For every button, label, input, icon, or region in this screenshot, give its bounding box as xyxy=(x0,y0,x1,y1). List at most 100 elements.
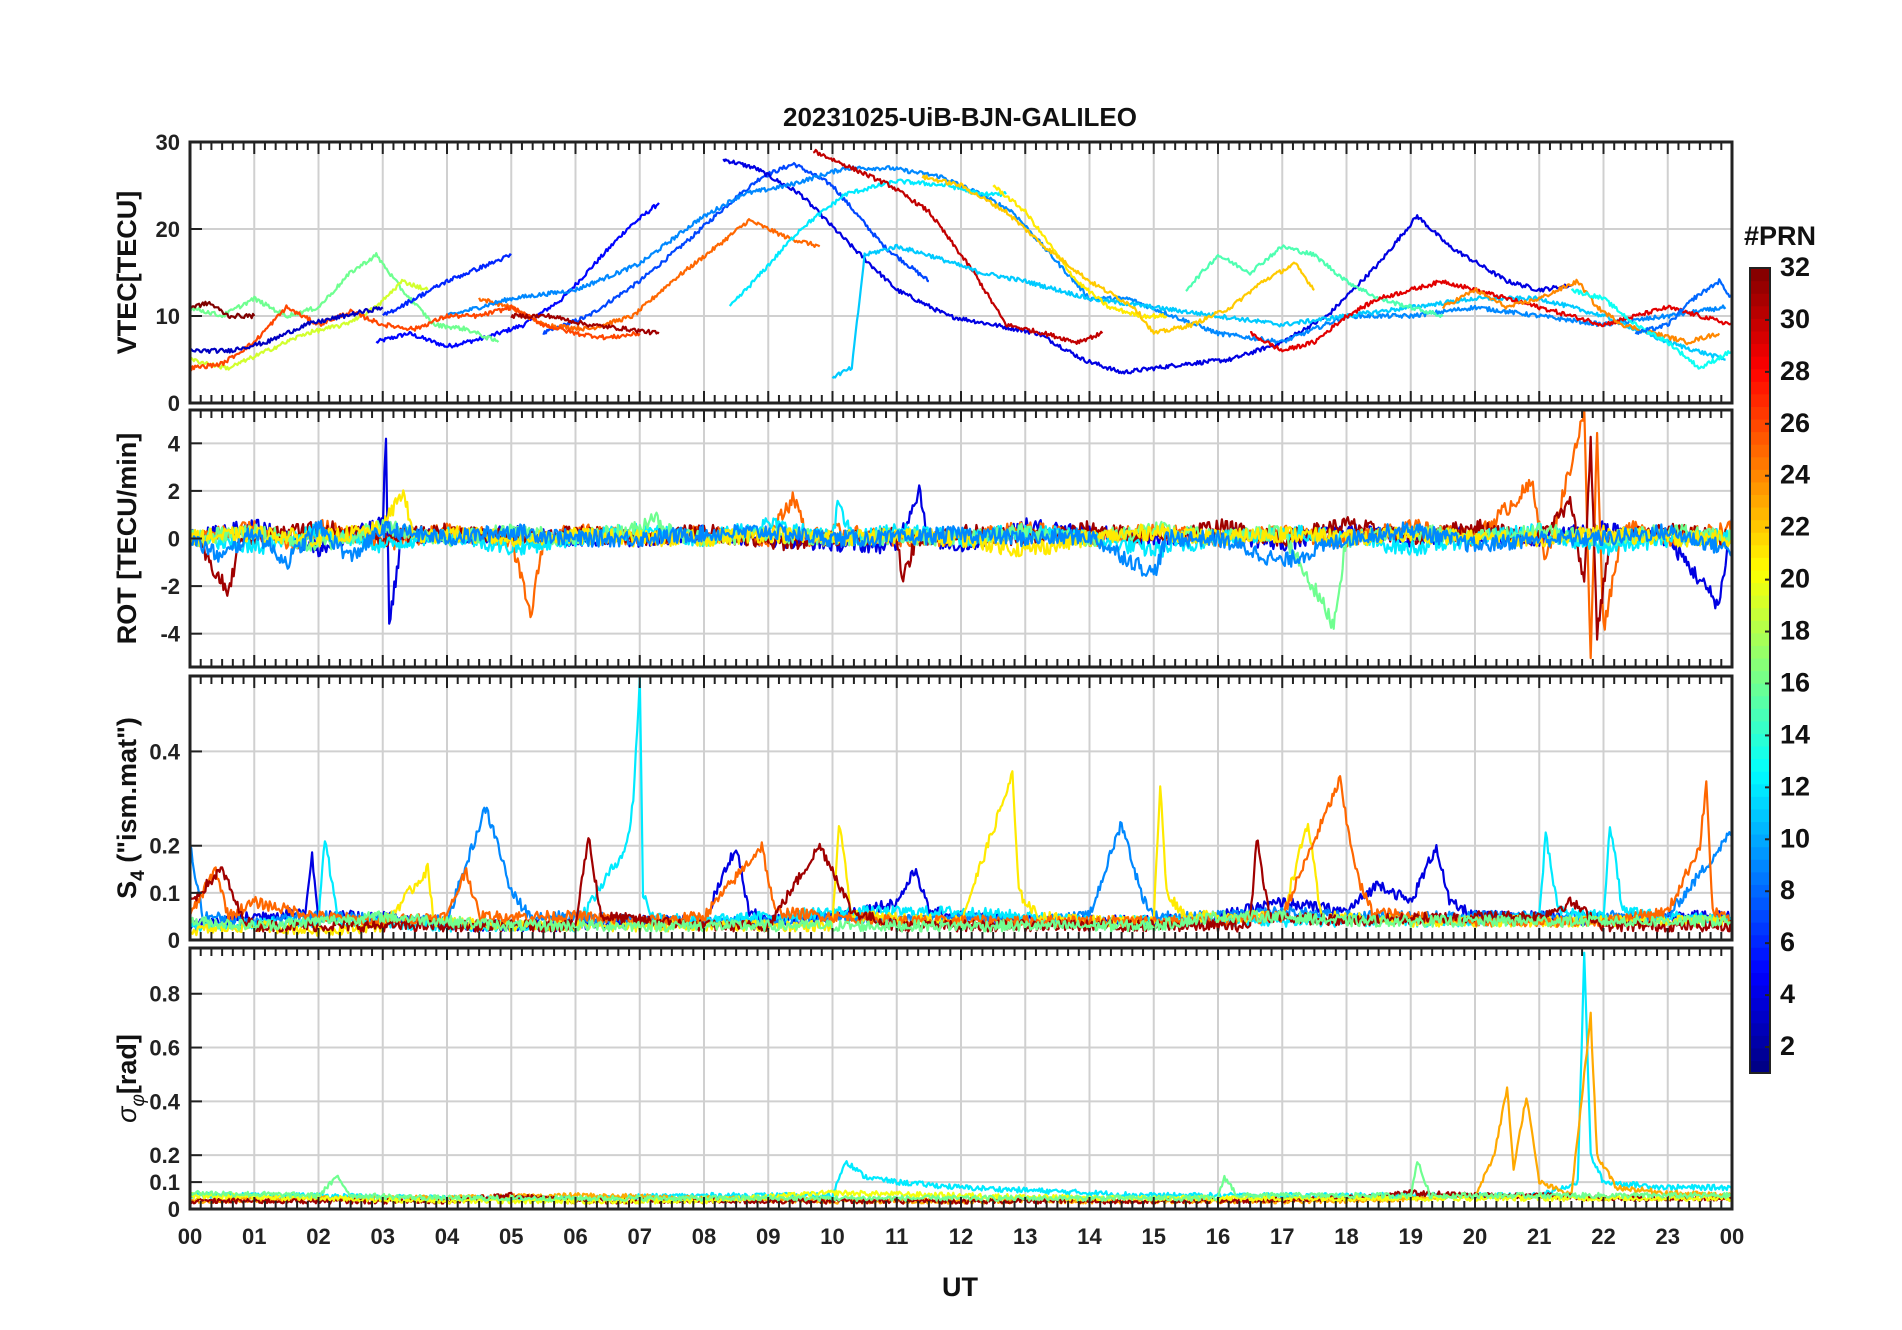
colorbar-swatch xyxy=(1750,557,1770,571)
colorbar-swatch xyxy=(1750,406,1770,420)
vtec-series-prn-30 xyxy=(812,148,1104,345)
x-tick-label: 20 xyxy=(1463,1224,1487,1249)
colorbar-tick-label: 8 xyxy=(1780,875,1795,905)
vtec-series-prn-16 xyxy=(190,252,500,343)
vtec-series-prn-21 xyxy=(992,184,1168,320)
colorbar-tick-label: 6 xyxy=(1780,927,1795,957)
colorbar-tick-label: 12 xyxy=(1780,771,1810,801)
x-tick-label: 02 xyxy=(306,1224,330,1249)
colorbar-swatch xyxy=(1750,418,1770,433)
colorbar-swatch xyxy=(1750,268,1770,282)
x-axis-label: UT xyxy=(942,1272,978,1302)
colorbar-tick-label: 4 xyxy=(1780,979,1795,1009)
colorbar-tick-label: 26 xyxy=(1780,408,1810,438)
x-tick-label: 03 xyxy=(371,1224,395,1249)
chart-title: 20231025-UiB-BJN-GALILEO xyxy=(783,102,1137,132)
vtec-series-prn-32 xyxy=(190,300,256,320)
x-tick-label: 00 xyxy=(178,1224,202,1249)
s4-x-ticks xyxy=(189,676,1733,940)
vtec-series-prn-9 xyxy=(446,165,1727,345)
colorbar-swatch xyxy=(1750,695,1770,709)
colorbar-swatch xyxy=(1750,381,1770,395)
s4-grid xyxy=(190,676,1732,940)
sigma-y-axis-label: σφ[rad] xyxy=(112,1034,149,1123)
x-tick-label: 18 xyxy=(1334,1224,1358,1249)
colorbar-swatch xyxy=(1750,582,1770,596)
x-tick-label: 11 xyxy=(885,1224,908,1249)
colorbar-swatch xyxy=(1750,972,1770,986)
colorbar-swatch xyxy=(1750,922,1770,936)
vtec-ytick-label: 20 xyxy=(156,217,180,242)
sigma-x-ticks xyxy=(189,948,1733,1209)
sigma-ytick-label: 0.4 xyxy=(149,1089,180,1114)
vtec-series-prn-8 xyxy=(1634,278,1732,335)
x-tick-label: 23 xyxy=(1656,1224,1680,1249)
x-tick-label: 00 xyxy=(1720,1224,1744,1249)
vtec-ytick-label: 0 xyxy=(168,391,180,416)
colorbar-tick-label: 16 xyxy=(1780,667,1810,697)
vtec-y-axis-label: VTEC[TECU] xyxy=(112,191,142,355)
vtec-series-prn-3 xyxy=(190,306,384,354)
colorbar-swatch xyxy=(1750,481,1770,496)
x-tick-label: 04 xyxy=(435,1224,460,1249)
colorbar-swatch xyxy=(1750,456,1770,470)
colorbar-label: #PRN xyxy=(1744,221,1816,251)
rot-ytick-label: -2 xyxy=(160,574,180,599)
vtec-grid xyxy=(190,142,1732,403)
colorbar-tick-label: 14 xyxy=(1780,719,1810,749)
colorbar-swatch xyxy=(1750,469,1770,483)
rot-series-prn-9 xyxy=(190,519,1732,577)
colorbar-tick-label: 32 xyxy=(1780,252,1810,282)
x-tick-label: 05 xyxy=(499,1224,523,1249)
colorbar-swatch xyxy=(1750,293,1770,307)
colorbar-swatch xyxy=(1750,758,1770,772)
colorbar-tick-label: 10 xyxy=(1780,823,1810,853)
rot-series-group xyxy=(190,410,1732,660)
colorbar-swatch xyxy=(1750,1035,1770,1049)
colorbar-swatch xyxy=(1750,444,1770,458)
s4-ylabel-sub: 4 xyxy=(128,870,149,881)
x-tick-label: 07 xyxy=(628,1224,652,1249)
sigma-ylabel-sub: φ xyxy=(128,1094,149,1106)
vtec-ytick-label: 30 xyxy=(156,130,180,155)
colorbar-tick-label: 22 xyxy=(1780,512,1810,542)
s4-series-group xyxy=(190,676,1732,938)
s4-ylabel-main: S xyxy=(112,881,142,899)
colorbar-swatch xyxy=(1750,368,1770,382)
colorbar-tick-label: 28 xyxy=(1780,356,1810,386)
vtec-series-prn-29 xyxy=(1249,279,1732,353)
colorbar-swatch xyxy=(1750,896,1770,911)
sigma-ytick-label: 0.6 xyxy=(149,1036,180,1061)
x-tick-label: 12 xyxy=(949,1224,973,1249)
colorbar-swatch xyxy=(1750,1047,1770,1062)
colorbar-swatch xyxy=(1750,796,1770,810)
x-tick-label: 14 xyxy=(1077,1224,1102,1249)
s4-ylabel-rest: ("ism.mat") xyxy=(112,717,142,870)
vtec-series-prn-12 xyxy=(728,178,1007,307)
s4-ytick-label: 0.4 xyxy=(149,739,180,764)
colorbar-swatch xyxy=(1750,607,1770,621)
rot-ytick-label: 4 xyxy=(168,431,181,456)
sigma-ytick-label: 0.8 xyxy=(149,982,180,1007)
x-tick-label: 13 xyxy=(1013,1224,1037,1249)
vtec-series-group xyxy=(190,148,1732,380)
s4-ytick-label: 0.1 xyxy=(149,881,180,906)
sigma-ytick-label: 0.1 xyxy=(149,1170,180,1195)
x-tick-label: 21 xyxy=(1527,1224,1551,1249)
colorbar-swatch xyxy=(1750,884,1770,898)
vtec-series-prn-24 xyxy=(1441,278,1721,346)
colorbar-swatch xyxy=(1750,645,1770,659)
panel-vtec: 0 10 20 30 VTEC[TECU] xyxy=(112,130,1734,416)
colorbar-swatch xyxy=(1750,595,1770,609)
colorbar-frame xyxy=(1749,267,1771,1074)
rot-ytick-label: -4 xyxy=(160,622,180,647)
panel-sigma: 00.10.2 0.4 0.6 0.8 σφ[rad] 00 01 02 03 04 05 06 07 0… xyxy=(112,946,1744,1249)
colorbar-swatch xyxy=(1750,393,1770,407)
vtec-ytick-label: 10 xyxy=(156,304,180,329)
sigma-ytick-label: 0.2 xyxy=(149,1143,180,1168)
x-tick-label: 19 xyxy=(1399,1224,1423,1249)
colorbar-tick-label: 24 xyxy=(1780,460,1810,490)
sigma-grid xyxy=(190,948,1732,1209)
colorbar-swatch xyxy=(1750,305,1770,319)
